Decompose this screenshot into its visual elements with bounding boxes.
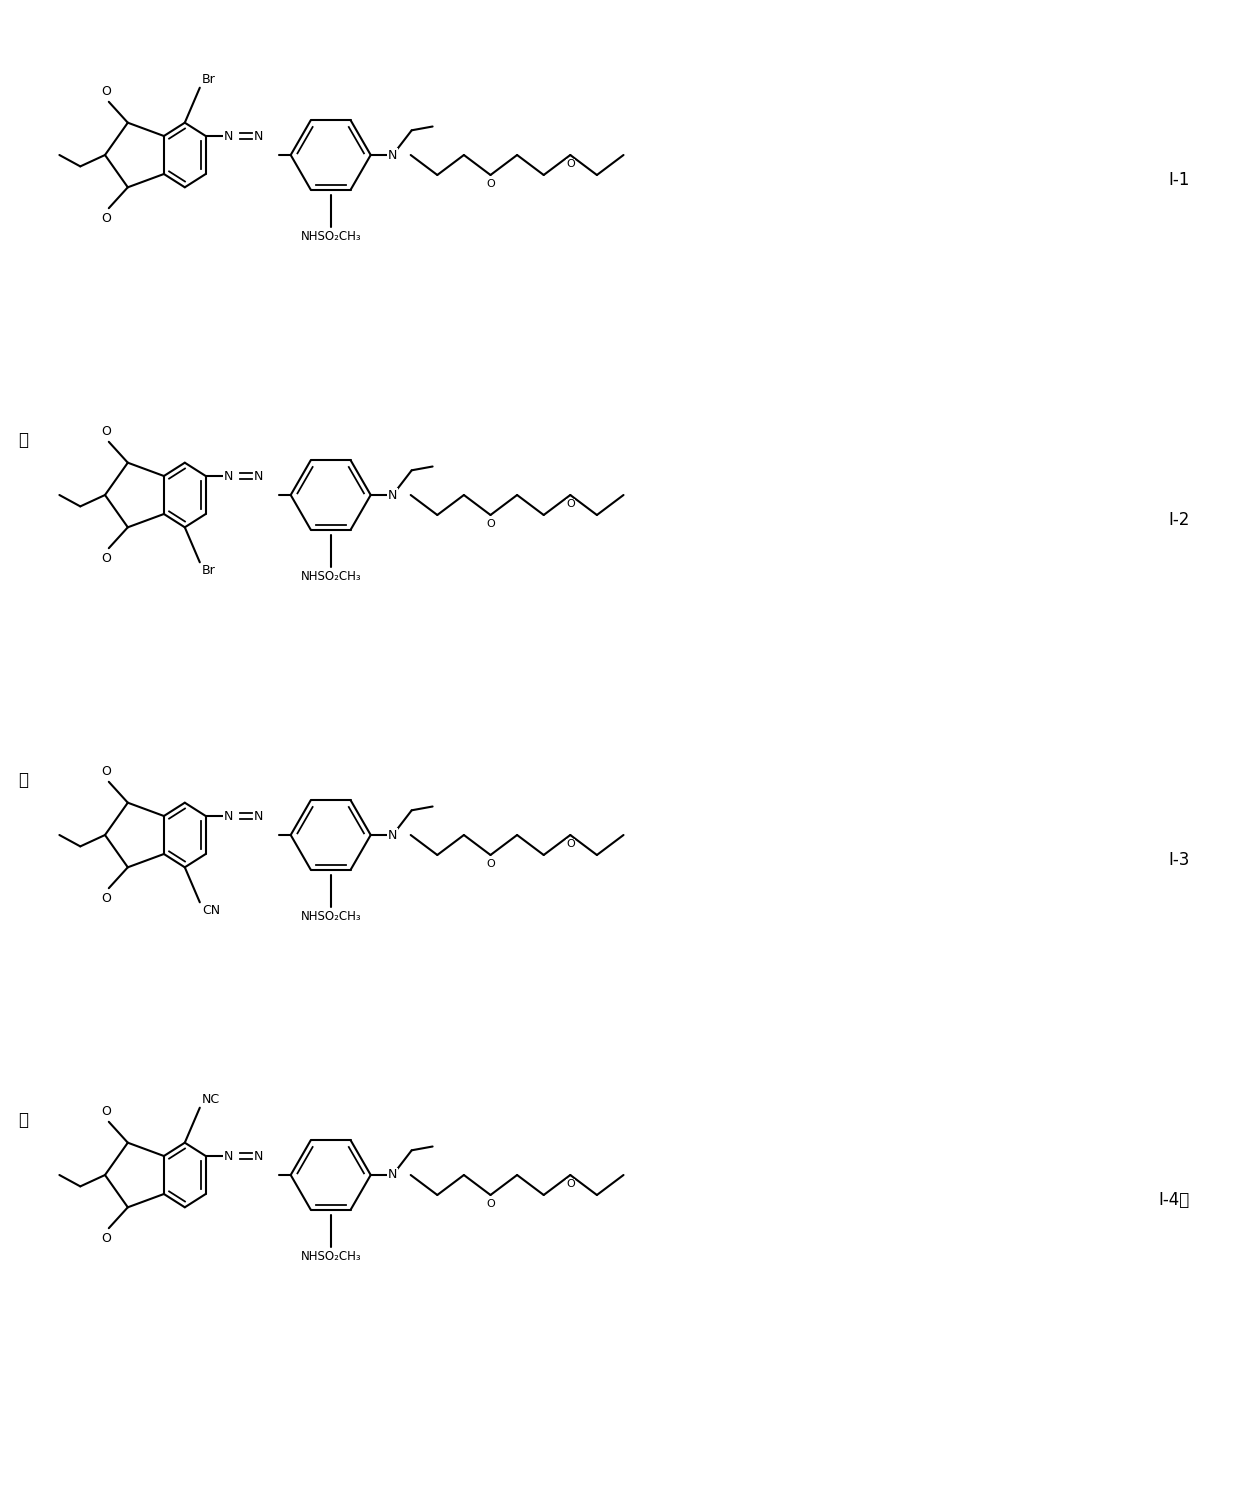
Text: N: N (254, 470, 263, 483)
Text: 或: 或 (19, 1111, 29, 1129)
Text: O: O (100, 892, 110, 905)
Text: O: O (565, 838, 574, 849)
Text: N: N (223, 129, 233, 143)
Text: N: N (388, 149, 397, 161)
Text: CN: CN (202, 905, 219, 918)
Text: O: O (100, 84, 110, 98)
Text: N: N (223, 470, 233, 483)
Text: I-2: I-2 (1168, 512, 1190, 528)
Text: N: N (254, 1150, 263, 1162)
Text: O: O (486, 179, 495, 190)
Text: NHSO₂CH₃: NHSO₂CH₃ (300, 570, 361, 582)
Text: N: N (254, 810, 263, 823)
Text: O: O (565, 160, 574, 169)
Text: I-4。: I-4。 (1158, 1190, 1190, 1209)
Text: O: O (486, 859, 495, 868)
Text: 或: 或 (19, 771, 29, 789)
Text: 或: 或 (19, 430, 29, 448)
Text: N: N (223, 1150, 233, 1162)
Text: NHSO₂CH₃: NHSO₂CH₃ (300, 1251, 361, 1263)
Text: I-3: I-3 (1168, 850, 1190, 868)
Text: O: O (486, 519, 495, 528)
Text: O: O (100, 424, 110, 438)
Text: NHSO₂CH₃: NHSO₂CH₃ (300, 911, 361, 923)
Text: O: O (486, 1199, 495, 1209)
Text: O: O (100, 1233, 110, 1245)
Text: N: N (388, 828, 397, 841)
Text: Br: Br (202, 72, 216, 86)
Text: N: N (388, 489, 397, 501)
Text: O: O (565, 500, 574, 509)
Text: O: O (100, 552, 110, 566)
Text: O: O (100, 1105, 110, 1118)
Text: N: N (223, 810, 233, 823)
Text: I-1: I-1 (1168, 172, 1190, 190)
Text: O: O (100, 212, 110, 226)
Text: Br: Br (202, 564, 216, 578)
Text: NHSO₂CH₃: NHSO₂CH₃ (300, 230, 361, 242)
Text: N: N (388, 1168, 397, 1181)
Text: O: O (100, 765, 110, 778)
Text: O: O (565, 1178, 574, 1189)
Text: NC: NC (202, 1093, 219, 1106)
Text: N: N (254, 129, 263, 143)
